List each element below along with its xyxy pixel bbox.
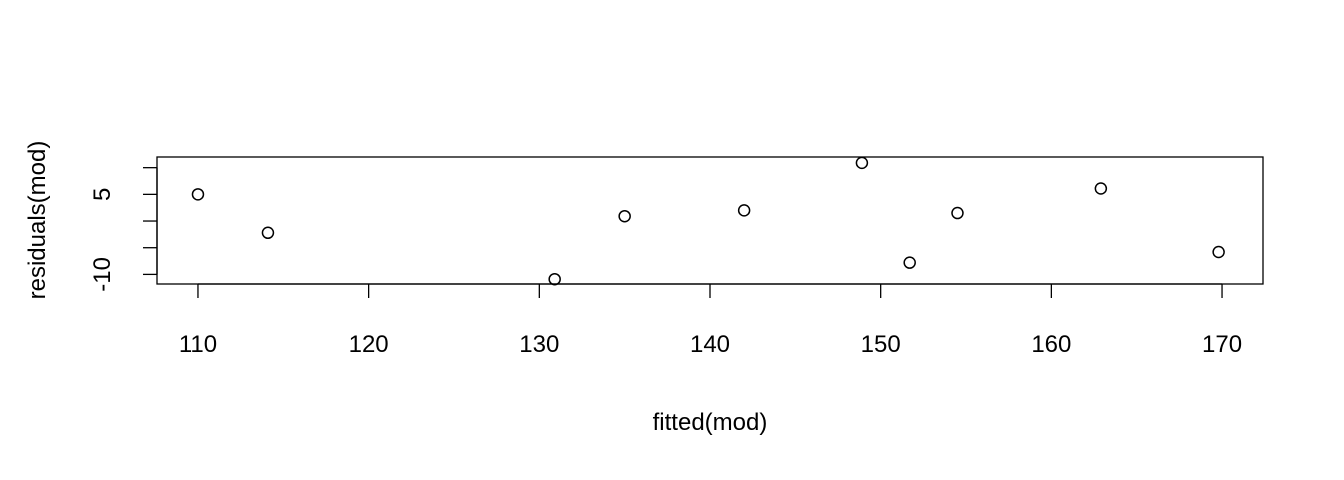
x-tick-label: 150 <box>861 331 901 358</box>
data-point <box>855 156 869 170</box>
data-point <box>1212 245 1225 259</box>
data-point <box>737 204 751 217</box>
data-point <box>1094 182 1108 195</box>
data-point <box>903 256 916 269</box>
x-tick-label: 160 <box>1031 331 1071 358</box>
x-tick-label: 170 <box>1202 331 1242 358</box>
x-tick-label: 110 <box>179 331 217 358</box>
data-point <box>951 206 964 220</box>
y-axis: -10 5 <box>89 167 158 292</box>
data-point <box>548 272 561 286</box>
x-tick-label: 130 <box>519 331 559 358</box>
y-axis-label: residuals(mod) <box>24 141 51 300</box>
x-tick-label: 140 <box>690 331 730 358</box>
x-tick-label: 120 <box>349 331 389 358</box>
y-tick-label: 5 <box>89 188 116 201</box>
y-tick-label: -10 <box>89 257 116 292</box>
data-point <box>261 226 275 240</box>
data-point <box>618 209 631 223</box>
data-points <box>191 156 1225 286</box>
data-point <box>191 188 205 201</box>
x-axis-label: fitted(mod) <box>653 409 768 436</box>
x-axis: 110 120 130 140 150 160 170 <box>179 283 1242 358</box>
